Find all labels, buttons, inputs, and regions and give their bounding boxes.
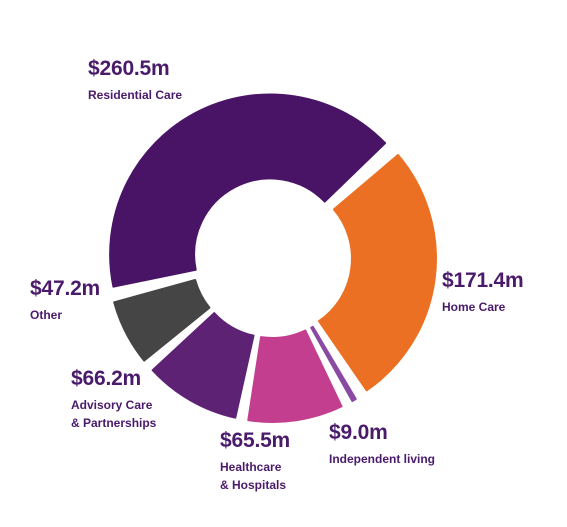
value-label-advisory-care-partnerships: $66.2m	[71, 367, 142, 390]
label-independent-living: $9.0m Independent living	[329, 420, 435, 468]
value-label-other: $47.2m	[30, 277, 101, 300]
category-label-other: Other	[30, 308, 63, 322]
category-label-residential-care: Residential Care	[88, 88, 183, 102]
slice-other	[113, 279, 211, 362]
donut-slices	[109, 93, 437, 423]
slice-residential-care	[109, 93, 387, 288]
category-label-home-care: Home Care	[442, 300, 506, 314]
slice-home-care	[318, 154, 437, 392]
value-label-healthcare-hospitals: $65.5m	[220, 429, 291, 452]
label-advisory-care-partnerships: $66.2m Advisory Care & Partnerships	[71, 366, 156, 432]
value-label-independent-living: $9.0m	[329, 421, 388, 444]
label-healthcare-hospitals: $65.5m Healthcare & Hospitals	[220, 428, 290, 494]
value-label-home-care: $171.4m	[442, 269, 524, 292]
value-label-residential-care: $260.5m	[88, 57, 170, 80]
label-residential-care: $260.5m Residential Care	[88, 56, 182, 104]
category-label-advisory-care-partnerships: Advisory Care & Partnerships	[71, 398, 157, 430]
slice-independent-living	[310, 325, 357, 402]
label-home-care: $171.4m Home Care	[442, 268, 524, 316]
label-other: $47.2m Other	[30, 276, 100, 324]
slice-healthcare-hospitals	[247, 329, 343, 423]
slice-advisory-care-partnerships	[151, 312, 255, 419]
category-label-independent-living: Independent living	[329, 452, 436, 466]
category-label-healthcare-hospitals: Healthcare & Hospitals	[220, 460, 287, 492]
